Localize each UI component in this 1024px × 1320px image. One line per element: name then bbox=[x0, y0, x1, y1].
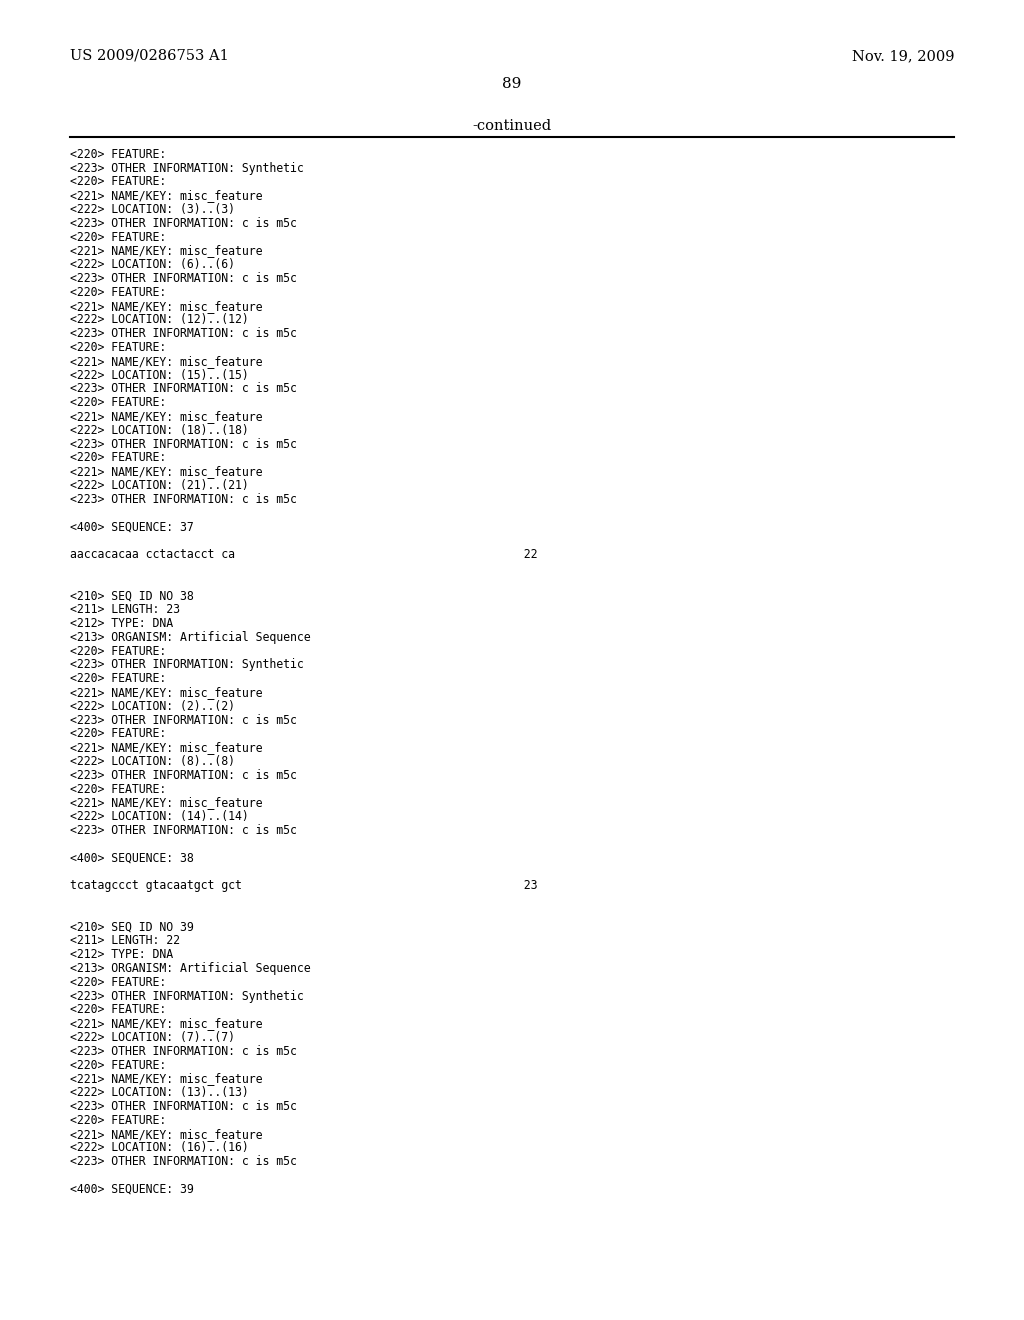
Text: <223> OTHER INFORMATION: c is m5c: <223> OTHER INFORMATION: c is m5c bbox=[70, 1155, 297, 1168]
Text: <222> LOCATION: (15)..(15): <222> LOCATION: (15)..(15) bbox=[70, 368, 249, 381]
Text: Nov. 19, 2009: Nov. 19, 2009 bbox=[852, 49, 954, 63]
Text: <212> TYPE: DNA: <212> TYPE: DNA bbox=[70, 616, 173, 630]
Text: <211> LENGTH: 23: <211> LENGTH: 23 bbox=[70, 603, 179, 616]
Text: <220> FEATURE:: <220> FEATURE: bbox=[70, 644, 166, 657]
Text: <400> SEQUENCE: 37: <400> SEQUENCE: 37 bbox=[70, 520, 194, 533]
Text: <220> FEATURE:: <220> FEATURE: bbox=[70, 176, 166, 189]
Text: <210> SEQ ID NO 39: <210> SEQ ID NO 39 bbox=[70, 920, 194, 933]
Text: US 2009/0286753 A1: US 2009/0286753 A1 bbox=[70, 49, 228, 63]
Text: <223> OTHER INFORMATION: c is m5c: <223> OTHER INFORMATION: c is m5c bbox=[70, 492, 297, 506]
Text: <220> FEATURE:: <220> FEATURE: bbox=[70, 341, 166, 354]
Text: <221> NAME/KEY: misc_feature: <221> NAME/KEY: misc_feature bbox=[70, 355, 262, 368]
Text: <400> SEQUENCE: 39: <400> SEQUENCE: 39 bbox=[70, 1183, 194, 1196]
Text: <400> SEQUENCE: 38: <400> SEQUENCE: 38 bbox=[70, 851, 194, 865]
Text: <222> LOCATION: (13)..(13): <222> LOCATION: (13)..(13) bbox=[70, 1086, 249, 1100]
Text: <221> NAME/KEY: misc_feature: <221> NAME/KEY: misc_feature bbox=[70, 244, 262, 257]
Text: tcatagccct gtacaatgct gct                                         23: tcatagccct gtacaatgct gct 23 bbox=[70, 879, 538, 892]
Text: <211> LENGTH: 22: <211> LENGTH: 22 bbox=[70, 935, 179, 948]
Text: <221> NAME/KEY: misc_feature: <221> NAME/KEY: misc_feature bbox=[70, 300, 262, 313]
Text: <221> NAME/KEY: misc_feature: <221> NAME/KEY: misc_feature bbox=[70, 1072, 262, 1085]
Text: <222> LOCATION: (7)..(7): <222> LOCATION: (7)..(7) bbox=[70, 1031, 234, 1044]
Text: <223> OTHER INFORMATION: c is m5c: <223> OTHER INFORMATION: c is m5c bbox=[70, 438, 297, 450]
Text: <221> NAME/KEY: misc_feature: <221> NAME/KEY: misc_feature bbox=[70, 686, 262, 700]
Text: <220> FEATURE:: <220> FEATURE: bbox=[70, 148, 166, 161]
Text: <223> OTHER INFORMATION: c is m5c: <223> OTHER INFORMATION: c is m5c bbox=[70, 768, 297, 781]
Text: <222> LOCATION: (16)..(16): <222> LOCATION: (16)..(16) bbox=[70, 1142, 249, 1155]
Text: <220> FEATURE:: <220> FEATURE: bbox=[70, 672, 166, 685]
Text: <223> OTHER INFORMATION: c is m5c: <223> OTHER INFORMATION: c is m5c bbox=[70, 1100, 297, 1113]
Text: <223> OTHER INFORMATION: c is m5c: <223> OTHER INFORMATION: c is m5c bbox=[70, 216, 297, 230]
Text: <221> NAME/KEY: misc_feature: <221> NAME/KEY: misc_feature bbox=[70, 742, 262, 754]
Text: <220> FEATURE:: <220> FEATURE: bbox=[70, 286, 166, 298]
Text: <213> ORGANISM: Artificial Sequence: <213> ORGANISM: Artificial Sequence bbox=[70, 962, 310, 975]
Text: <210> SEQ ID NO 38: <210> SEQ ID NO 38 bbox=[70, 590, 194, 602]
Text: <221> NAME/KEY: misc_feature: <221> NAME/KEY: misc_feature bbox=[70, 796, 262, 809]
Text: <222> LOCATION: (8)..(8): <222> LOCATION: (8)..(8) bbox=[70, 755, 234, 768]
Text: <212> TYPE: DNA: <212> TYPE: DNA bbox=[70, 948, 173, 961]
Text: <223> OTHER INFORMATION: c is m5c: <223> OTHER INFORMATION: c is m5c bbox=[70, 824, 297, 837]
Text: <223> OTHER INFORMATION: c is m5c: <223> OTHER INFORMATION: c is m5c bbox=[70, 383, 297, 396]
Text: <220> FEATURE:: <220> FEATURE: bbox=[70, 1114, 166, 1127]
Text: <223> OTHER INFORMATION: Synthetic: <223> OTHER INFORMATION: Synthetic bbox=[70, 990, 303, 1003]
Text: <223> OTHER INFORMATION: Synthetic: <223> OTHER INFORMATION: Synthetic bbox=[70, 659, 303, 672]
Text: <223> OTHER INFORMATION: Synthetic: <223> OTHER INFORMATION: Synthetic bbox=[70, 161, 303, 174]
Text: <220> FEATURE:: <220> FEATURE: bbox=[70, 396, 166, 409]
Text: <222> LOCATION: (21)..(21): <222> LOCATION: (21)..(21) bbox=[70, 479, 249, 492]
Text: <223> OTHER INFORMATION: c is m5c: <223> OTHER INFORMATION: c is m5c bbox=[70, 272, 297, 285]
Text: <223> OTHER INFORMATION: c is m5c: <223> OTHER INFORMATION: c is m5c bbox=[70, 1045, 297, 1057]
Text: <222> LOCATION: (2)..(2): <222> LOCATION: (2)..(2) bbox=[70, 700, 234, 713]
Text: <213> ORGANISM: Artificial Sequence: <213> ORGANISM: Artificial Sequence bbox=[70, 631, 310, 644]
Text: <221> NAME/KEY: misc_feature: <221> NAME/KEY: misc_feature bbox=[70, 1018, 262, 1030]
Text: <222> LOCATION: (12)..(12): <222> LOCATION: (12)..(12) bbox=[70, 313, 249, 326]
Text: <222> LOCATION: (14)..(14): <222> LOCATION: (14)..(14) bbox=[70, 810, 249, 824]
Text: <220> FEATURE:: <220> FEATURE: bbox=[70, 1003, 166, 1016]
Text: <220> FEATURE:: <220> FEATURE: bbox=[70, 975, 166, 989]
Text: <220> FEATURE:: <220> FEATURE: bbox=[70, 231, 166, 244]
Text: <221> NAME/KEY: misc_feature: <221> NAME/KEY: misc_feature bbox=[70, 465, 262, 478]
Text: <222> LOCATION: (18)..(18): <222> LOCATION: (18)..(18) bbox=[70, 424, 249, 437]
Text: <223> OTHER INFORMATION: c is m5c: <223> OTHER INFORMATION: c is m5c bbox=[70, 327, 297, 341]
Text: <220> FEATURE:: <220> FEATURE: bbox=[70, 1059, 166, 1072]
Text: <220> FEATURE:: <220> FEATURE: bbox=[70, 451, 166, 465]
Text: <220> FEATURE:: <220> FEATURE: bbox=[70, 783, 166, 796]
Text: <220> FEATURE:: <220> FEATURE: bbox=[70, 727, 166, 741]
Text: <222> LOCATION: (6)..(6): <222> LOCATION: (6)..(6) bbox=[70, 259, 234, 271]
Text: -continued: -continued bbox=[472, 119, 552, 133]
Text: <222> LOCATION: (3)..(3): <222> LOCATION: (3)..(3) bbox=[70, 203, 234, 216]
Text: <221> NAME/KEY: misc_feature: <221> NAME/KEY: misc_feature bbox=[70, 1127, 262, 1140]
Text: 89: 89 bbox=[503, 77, 521, 91]
Text: <223> OTHER INFORMATION: c is m5c: <223> OTHER INFORMATION: c is m5c bbox=[70, 714, 297, 726]
Text: aaccacacaa cctactacct ca                                          22: aaccacacaa cctactacct ca 22 bbox=[70, 548, 538, 561]
Text: <221> NAME/KEY: misc_feature: <221> NAME/KEY: misc_feature bbox=[70, 189, 262, 202]
Text: <221> NAME/KEY: misc_feature: <221> NAME/KEY: misc_feature bbox=[70, 411, 262, 422]
